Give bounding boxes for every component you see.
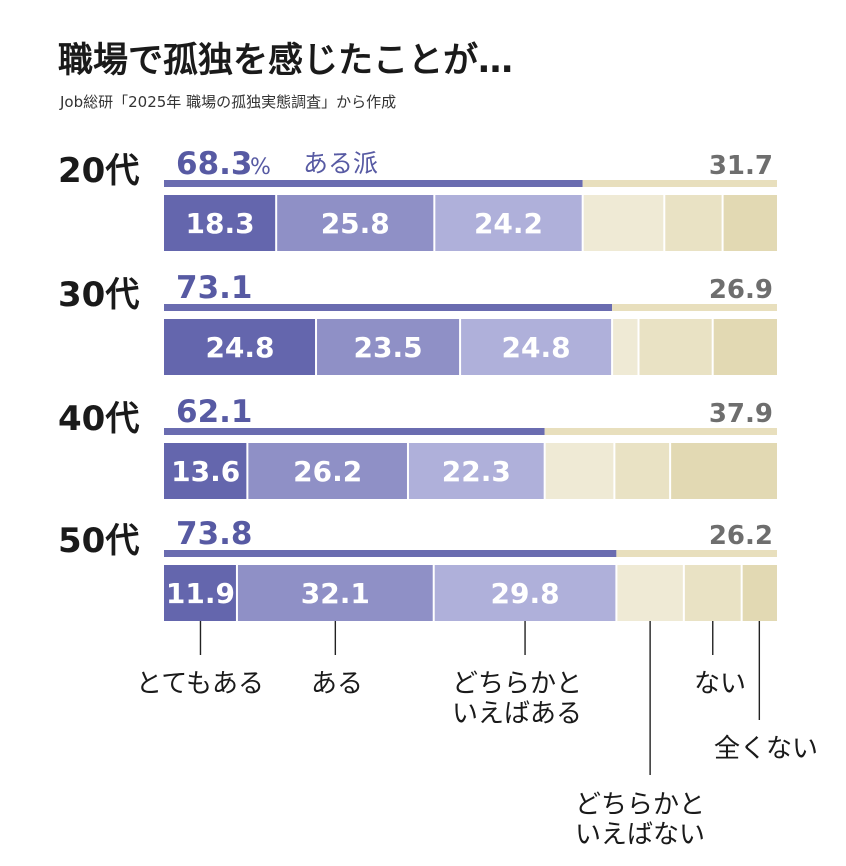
chart-rows: 20代 68.3% ある派 31.7 18.3 25.8 24.2 30代 73.1 26.9 24… — [58, 146, 777, 621]
summary-bar-yes — [164, 180, 583, 187]
value-label: 18.3 — [186, 207, 255, 240]
legend-label: ある — [311, 669, 363, 699]
chart-title: 職場で孤独を感じたことが… — [58, 41, 513, 81]
value-label: 11.9 — [166, 577, 235, 610]
bar-segment — [247, 443, 408, 499]
bar-segment — [236, 565, 434, 621]
total-yes-label: 73.1 — [176, 270, 253, 306]
summary-bar-yes — [164, 550, 617, 557]
summary-bar-no — [544, 428, 777, 435]
value-label: 26.2 — [293, 455, 362, 488]
bar-segment — [582, 195, 665, 251]
value-label: 25.8 — [321, 207, 390, 240]
bar-segment — [407, 443, 545, 499]
bar-segment — [434, 195, 583, 251]
total-no-label: 26.2 — [709, 521, 773, 551]
bar-segment — [164, 319, 317, 375]
category-label: 40代 — [58, 399, 139, 439]
bar-segment — [614, 443, 671, 499]
total-yes-label: 62.1 — [176, 394, 253, 430]
value-label: 23.5 — [354, 331, 423, 364]
bar-segment — [612, 319, 639, 375]
legend-label: どちらかといえばない — [575, 790, 705, 850]
category-label: 30代 — [58, 275, 139, 315]
total-yes-label: 73.8 — [176, 516, 253, 552]
value-label: 24.2 — [474, 207, 543, 240]
value-label: 29.8 — [491, 577, 560, 610]
value-label: 24.8 — [205, 331, 274, 364]
summary-bar-no — [612, 304, 777, 311]
bar-segment — [722, 195, 777, 251]
legend-label: とてもある — [136, 669, 264, 699]
bar-segment — [433, 565, 617, 621]
source-note: Job総研「2025年 職場の孤独実態調査」から作成 — [59, 93, 396, 111]
category-label: 20代 — [58, 151, 139, 191]
bar-segment — [638, 319, 713, 375]
value-label: 24.8 — [502, 331, 571, 364]
bar-segment — [712, 319, 777, 375]
legend-label: 全くない — [714, 734, 818, 764]
summary-bar-yes — [164, 428, 545, 435]
bar-segment — [741, 565, 777, 621]
value-label: 22.3 — [442, 455, 511, 488]
yes-group-label: ある派 — [303, 149, 378, 178]
total-no-label: 26.9 — [709, 275, 773, 305]
value-label: 32.1 — [301, 577, 370, 610]
category-label: 50代 — [58, 521, 139, 561]
bar-segment — [164, 195, 277, 251]
bar-segment — [164, 565, 237, 621]
bar-segment — [164, 443, 248, 499]
legend-label: ない — [694, 669, 746, 699]
unit-label: % — [250, 155, 271, 180]
bar-segment — [460, 319, 613, 375]
bar-segment — [544, 443, 615, 499]
value-label: 13.6 — [171, 455, 240, 488]
bar-segment — [316, 319, 461, 375]
total-no-label: 37.9 — [709, 399, 773, 429]
legend-label: どちらかといえばある — [452, 669, 582, 729]
summary-bar-no — [616, 550, 777, 557]
bar-segment — [670, 443, 777, 499]
row-4: 50代 73.8 26.2 11.9 32.1 29.8 — [58, 516, 777, 621]
row-1: 20代 68.3% ある派 31.7 18.3 25.8 24.2 — [58, 146, 777, 251]
bar-segment — [276, 195, 435, 251]
total-no-label: 31.7 — [709, 151, 773, 181]
bar-segment — [683, 565, 742, 621]
summary-bar-yes — [164, 304, 613, 311]
total-yes-label: 68.3 — [176, 146, 253, 182]
row-2: 30代 73.1 26.9 24.8 23.5 24.8 — [58, 270, 777, 375]
bar-segment — [616, 565, 684, 621]
bar-segment — [664, 195, 723, 251]
row-3: 40代 62.1 37.9 13.6 26.2 22.3 — [58, 394, 777, 499]
summary-bar-no — [582, 180, 777, 187]
